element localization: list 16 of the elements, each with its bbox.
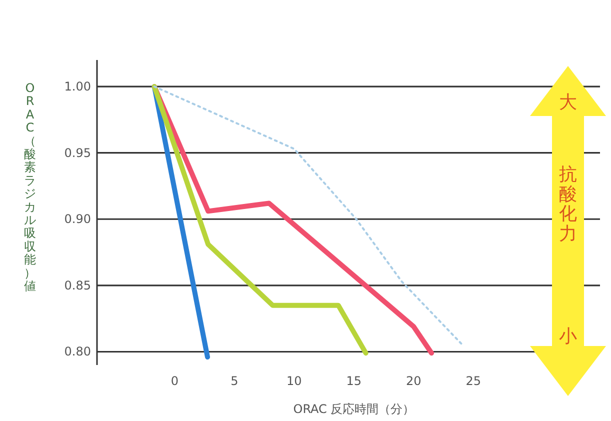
y-tick-label: 0.90 [64,212,91,226]
y-tick-label: 1.00 [64,80,91,94]
x-tick-label: 10 [286,374,302,388]
annotation: 小 [559,326,577,347]
annotation: 抗酸化力 [559,164,577,244]
x-axis-title: ORAC 反応時間（分） [293,402,415,416]
annotation: 大 [559,92,577,113]
x-tick-label: 15 [346,374,362,388]
text: ORAC（酸素ラジカル吸収能）値 [24,81,36,293]
x-tick-label: 0 [170,374,178,388]
x-tick-label: 5 [230,374,238,388]
y-tick-label: 0.95 [64,146,91,160]
y-tick-label: 0.85 [64,278,91,292]
y-tick-label: 0.80 [64,344,91,359]
x-tick-label: 20 [406,374,422,388]
x-tick-label: 25 [466,374,481,388]
